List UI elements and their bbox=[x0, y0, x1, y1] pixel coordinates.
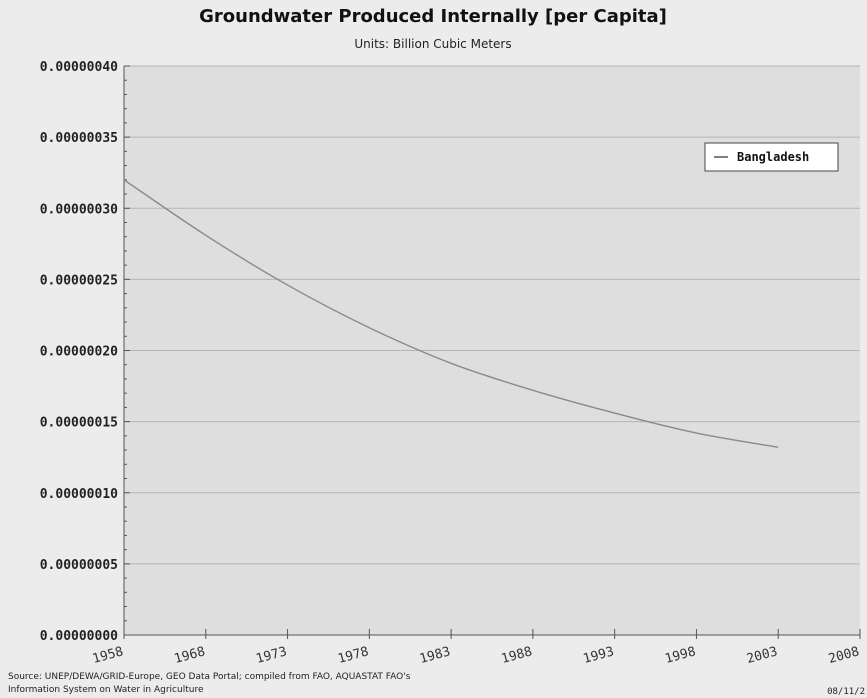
x-tick-label: 1988 bbox=[500, 644, 534, 667]
x-tick-label: 2003 bbox=[745, 644, 779, 667]
x-tick-label: 1958 bbox=[91, 644, 125, 667]
y-tick-label: 0.00000040 bbox=[40, 60, 118, 75]
source-line-2: Information System on Water in Agricultu… bbox=[8, 685, 204, 695]
y-tick-label: 0.00000005 bbox=[40, 558, 118, 573]
y-tick-label: 0.00000035 bbox=[40, 131, 118, 146]
x-tick-label: 1993 bbox=[582, 644, 616, 667]
series-group bbox=[123, 179, 779, 448]
x-tick-label: 1978 bbox=[336, 644, 370, 667]
legend-label: Bangladesh bbox=[737, 150, 809, 164]
y-tick-label: 0.00000030 bbox=[40, 202, 118, 217]
y-axis: 0.00000000 0.00000005 0.00000010 0.00000015… bbox=[40, 60, 130, 644]
y-tick-label: 0.00000000 bbox=[40, 629, 118, 644]
y-tick-label: 0.00000010 bbox=[40, 487, 118, 502]
chart-subtitle: Units: Billion Cubic Meters bbox=[354, 37, 511, 51]
x-tick-label: 1968 bbox=[173, 644, 207, 667]
y-tick-label: 0.00000015 bbox=[40, 416, 118, 431]
series-line-bangladesh bbox=[123, 179, 779, 448]
date-stamp: 08/11/2 bbox=[827, 687, 865, 697]
x-axis: 1958 1968 1973 1978 1983 1988 1993 1998 2003 2008 bbox=[91, 629, 861, 667]
source-line-1: Source: UNEP/DEWA/GRID-Europe, GEO Data … bbox=[8, 672, 411, 682]
y-tick-label: 0.00000020 bbox=[40, 345, 118, 360]
y-tick-label: 0.00000025 bbox=[40, 273, 118, 288]
x-tick-label: 1983 bbox=[418, 644, 452, 667]
x-tick-label: 1998 bbox=[663, 644, 697, 667]
x-tick-label: 1973 bbox=[254, 644, 288, 667]
x-tick-label: 2008 bbox=[827, 644, 861, 667]
chart-title: Groundwater Produced Internally [per Cap… bbox=[199, 6, 667, 27]
legend: Bangladesh bbox=[704, 142, 839, 172]
